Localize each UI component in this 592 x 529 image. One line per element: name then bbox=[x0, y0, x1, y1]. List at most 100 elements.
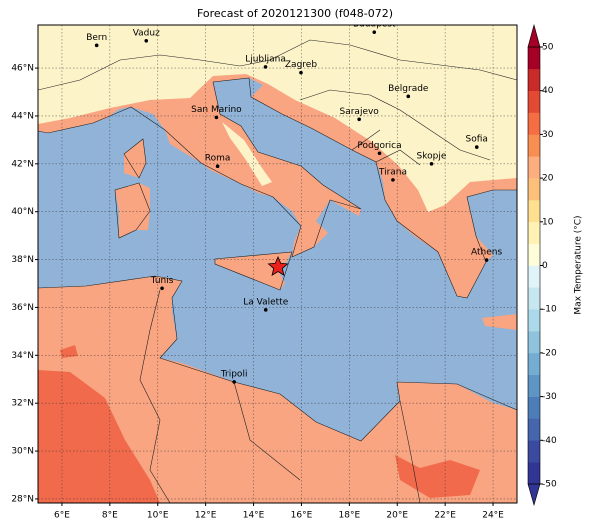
colorbar-tick-label: 0 bbox=[542, 261, 548, 271]
colorbar-segment bbox=[528, 134, 540, 157]
x-tick-label: 20°E bbox=[386, 511, 408, 521]
colorbar-tick-label: -40 bbox=[542, 436, 557, 446]
city-marker bbox=[215, 164, 220, 169]
city-label: Tunis bbox=[150, 276, 174, 286]
city-label: Roma bbox=[205, 154, 231, 164]
colorbar-tick-label: 50 bbox=[542, 43, 554, 53]
colorbar-segment bbox=[528, 265, 540, 288]
colorbar-segment bbox=[528, 396, 540, 419]
colorbar-segment bbox=[528, 243, 540, 266]
colorbar-segment bbox=[528, 374, 540, 397]
city-label: Zagreb bbox=[285, 60, 317, 70]
y-tick-label: 30°N bbox=[11, 447, 34, 457]
x-tick-label: 18°E bbox=[339, 511, 361, 521]
colorbar-tick-label: -50 bbox=[542, 480, 557, 490]
colorbar-segment bbox=[528, 178, 540, 201]
colorbar-label: Max Temperature (°C) bbox=[574, 215, 584, 314]
city-marker bbox=[429, 162, 434, 166]
y-tick-label: 38°N bbox=[11, 255, 34, 265]
colorbar-tick-label: 30 bbox=[542, 130, 554, 140]
colorbar-segment bbox=[528, 156, 540, 179]
y-tick-label: 36°N bbox=[11, 303, 34, 313]
x-tick-label: 22°E bbox=[434, 511, 456, 521]
city-marker bbox=[144, 38, 149, 43]
city-label: La Valette bbox=[243, 297, 288, 307]
colorbar-tick-label: -10 bbox=[542, 305, 557, 315]
city-marker bbox=[372, 30, 377, 34]
colorbar-tick-label: 10 bbox=[542, 217, 554, 227]
y-tick-label: 32°N bbox=[11, 399, 34, 409]
colorbar-segment bbox=[528, 440, 540, 463]
colorbar-segment bbox=[528, 309, 540, 332]
axes: 6°E 8°E 10°E 12°E 14°E 16°E 18°E 20°E 22°E 24°E 28… bbox=[11, 64, 504, 521]
city-label: Podgorica bbox=[357, 141, 401, 151]
city-marker bbox=[357, 117, 361, 122]
colorbar-extend-min bbox=[527, 483, 541, 507]
city-marker bbox=[474, 145, 479, 149]
colorbar-segment bbox=[528, 462, 540, 485]
y-tick-label: 46°N bbox=[11, 64, 34, 74]
y-tick-label: 44°N bbox=[11, 111, 34, 121]
city-marker bbox=[263, 308, 268, 312]
x-tick-label: 10°E bbox=[147, 511, 169, 521]
y-tick-label: 42°N bbox=[11, 159, 34, 169]
title: Forecast of 2020121300 (f048-072) bbox=[197, 7, 393, 20]
colorbar-segment bbox=[528, 112, 540, 135]
colorbar-segment bbox=[528, 331, 540, 354]
colorbar-segment bbox=[528, 47, 540, 70]
colorbar-tick-label: -20 bbox=[542, 348, 557, 358]
colorbar-tick-label: 40 bbox=[542, 86, 554, 96]
colorbar-tick-label: 20 bbox=[542, 174, 554, 184]
colorbar-extend-max bbox=[527, 23, 541, 48]
city-label: Sarajevo bbox=[340, 107, 380, 117]
city-label: Ljubljana bbox=[245, 54, 286, 64]
colorbar-segment bbox=[528, 68, 540, 91]
land-hot bbox=[38, 370, 160, 503]
colorbar-segment bbox=[528, 199, 540, 223]
graticule bbox=[38, 25, 517, 503]
city-marker bbox=[94, 43, 99, 48]
sardinia bbox=[115, 183, 150, 238]
city-marker bbox=[484, 258, 489, 262]
city-label: Skopje bbox=[417, 151, 447, 161]
corsica bbox=[124, 139, 146, 178]
city-marker bbox=[160, 286, 164, 291]
city-label: Vaduz bbox=[133, 28, 160, 38]
colorbar-segment bbox=[528, 221, 540, 244]
colorbar-segment bbox=[528, 352, 540, 376]
city-label: Tirana bbox=[378, 167, 407, 177]
y-tick-label: 40°N bbox=[11, 207, 34, 217]
x-tick-label: 12°E bbox=[195, 511, 217, 521]
event-star bbox=[267, 255, 289, 276]
x-tick-label: 6°E bbox=[54, 511, 70, 521]
city-marker bbox=[377, 151, 382, 156]
land-cold bbox=[222, 122, 272, 186]
borders bbox=[38, 39, 517, 503]
y-tick-label: 28°N bbox=[11, 494, 34, 504]
land-hot bbox=[395, 455, 480, 498]
city-label: Budapest bbox=[353, 20, 396, 30]
city-label: Tripoli bbox=[220, 369, 248, 379]
city-label: Belgrade bbox=[388, 84, 429, 94]
x-tick-label: 24°E bbox=[482, 511, 504, 521]
crete bbox=[482, 314, 517, 330]
city-label: Athens bbox=[471, 248, 502, 258]
city-label: San Marino bbox=[191, 105, 242, 115]
colorbar-segment bbox=[528, 418, 540, 441]
x-tick-label: 8°E bbox=[102, 511, 118, 521]
map-frame bbox=[37, 24, 518, 504]
city-marker bbox=[214, 115, 219, 120]
x-tick-label: 16°E bbox=[291, 511, 313, 521]
city-marker bbox=[232, 380, 236, 384]
land-hot bbox=[60, 345, 78, 358]
city-marker bbox=[263, 65, 268, 69]
colorbar-tick-label: -30 bbox=[542, 392, 557, 402]
y-tick-label: 34°N bbox=[11, 351, 34, 361]
city-label: Bern bbox=[86, 33, 107, 43]
colorbar-segment bbox=[528, 90, 540, 113]
colorbar-segment bbox=[528, 287, 540, 310]
city-marker bbox=[299, 70, 303, 75]
colorbar: -50 -40 -30 -20 -10 0 10 20 30 40 50 bbox=[527, 23, 557, 507]
